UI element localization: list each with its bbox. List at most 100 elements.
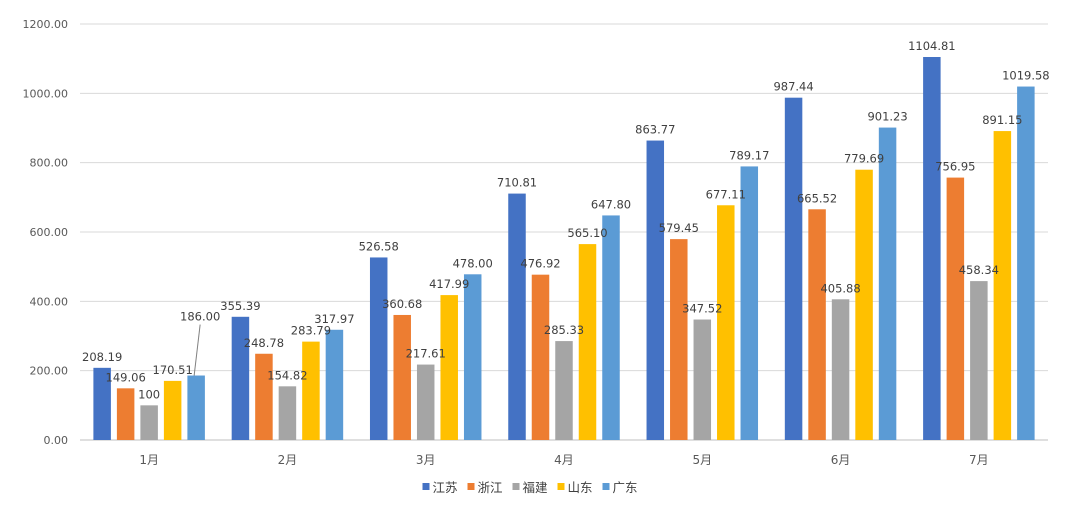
bar-江苏-2月 [231, 316, 250, 440]
bar-浙江-5月 [670, 239, 688, 440]
bar-广东-1月 [187, 375, 205, 440]
bar-广东-2月 [325, 329, 344, 440]
y-tick-label: 1200.00 [23, 18, 69, 31]
bar-福建-3月 [416, 364, 435, 440]
data-label: 170.51 [153, 363, 193, 377]
data-label: 1019.58 [1002, 69, 1050, 83]
legend-swatch [467, 483, 475, 490]
y-tick-label: 400.00 [30, 295, 69, 308]
y-tick-label: 0.00 [44, 434, 69, 447]
data-label: 789.17 [729, 148, 769, 162]
bar-浙江-6月 [808, 209, 826, 440]
x-tick-label: 7月 [969, 453, 989, 467]
data-label: 987.44 [773, 80, 813, 94]
bar-山东-5月 [717, 205, 735, 440]
legend-swatch [422, 483, 430, 490]
data-label: 1104.81 [908, 39, 956, 53]
bar-广东-3月 [463, 274, 482, 440]
data-label: 417.99 [429, 277, 469, 291]
x-tick-label: 3月 [416, 453, 436, 467]
x-axis: 1月 2月 3月 4月 5月 6月 7月 [139, 453, 988, 467]
data-label: 285.33 [544, 323, 584, 337]
bar-浙江-2月 [255, 353, 273, 440]
legend-label: 江苏 [433, 480, 458, 495]
data-label: 283.79 [291, 324, 331, 338]
x-tick-label: 1月 [139, 453, 159, 467]
legend-label: 浙江 [478, 480, 503, 495]
data-label: 248.78 [244, 336, 284, 350]
data-label: 863.77 [635, 123, 675, 137]
bar-江苏-7月 [923, 56, 941, 440]
bar-江苏-6月 [784, 97, 803, 440]
data-label: 347.52 [682, 302, 722, 316]
bar-广东-4月 [602, 215, 620, 440]
bar-江苏-5月 [646, 140, 665, 440]
legend-swatch [512, 483, 520, 490]
data-label: 756.95 [935, 160, 975, 174]
y-tick-label: 200.00 [30, 365, 69, 378]
bar-浙江-1月 [116, 388, 135, 440]
data-label: 360.68 [382, 297, 422, 311]
data-label: 710.81 [497, 176, 537, 190]
legend-label: 山东 [568, 480, 593, 495]
bar-江苏-3月 [369, 257, 388, 440]
bar-山东-2月 [302, 341, 320, 440]
data-label: 317.97 [314, 312, 354, 326]
data-label: 355.39 [220, 299, 260, 313]
bar-福建-5月 [693, 319, 712, 440]
data-label: 217.61 [406, 347, 446, 361]
bars [93, 56, 1035, 441]
y-tick-label: 600.00 [30, 226, 69, 239]
bar-山东-6月 [855, 169, 873, 441]
data-label: 647.80 [591, 197, 631, 211]
bar-江苏-1月 [93, 367, 111, 440]
data-label: 579.45 [659, 221, 699, 235]
bar-江苏-4月 [508, 193, 526, 440]
data-label: 100 [138, 387, 160, 401]
legend-label: 福建 [523, 480, 549, 495]
data-label: 901.23 [867, 110, 907, 124]
data-label: 665.52 [797, 191, 837, 205]
bar-山东-7月 [993, 131, 1012, 440]
data-label: 565.10 [567, 226, 607, 240]
legend: 江苏 浙江 福建 山东 广东 [422, 480, 638, 495]
data-label: 478.00 [453, 256, 493, 270]
legend-swatch [602, 483, 610, 490]
x-tick-label: 2月 [278, 453, 298, 467]
legend-label: 广东 [613, 480, 638, 495]
legend-swatch [557, 483, 565, 490]
bar-浙江-3月 [393, 314, 411, 440]
bar-福建-6月 [831, 299, 850, 440]
bar-福建-4月 [555, 341, 573, 440]
data-label: 149.06 [106, 370, 146, 384]
data-label: 405.88 [820, 281, 860, 295]
data-label: 186.00 [180, 310, 220, 324]
x-tick-label: 5月 [692, 453, 712, 467]
y-tick-label: 1000.00 [23, 87, 69, 100]
bar-山东-1月 [163, 380, 182, 440]
y-axis: 0.00 200.00 400.00 600.00 800.00 1000.00 1200.… [23, 18, 69, 447]
x-tick-label: 4月 [554, 453, 574, 467]
data-label: 208.19 [82, 350, 122, 364]
bar-福建-1月 [140, 405, 158, 440]
bar-广东-5月 [740, 166, 759, 440]
bar-浙江-7月 [946, 177, 965, 440]
data-label: 779.69 [844, 152, 884, 166]
bar-广东-7月 [1017, 86, 1035, 441]
data-label: 677.11 [706, 187, 746, 201]
bar-山东-3月 [440, 295, 458, 440]
bar-山东-4月 [578, 244, 597, 440]
data-label: 526.58 [359, 239, 399, 253]
data-label: 476.92 [520, 257, 560, 271]
bar-福建-2月 [278, 386, 297, 440]
leader-line [193, 324, 201, 376]
data-label: 154.82 [267, 368, 307, 382]
bar-浙江-4月 [531, 274, 550, 440]
x-tick-label: 6月 [831, 453, 851, 467]
data-label: 458.34 [959, 263, 999, 277]
data-label: 891.15 [982, 113, 1022, 127]
bar-广东-6月 [878, 127, 897, 440]
y-tick-label: 800.00 [30, 157, 69, 170]
